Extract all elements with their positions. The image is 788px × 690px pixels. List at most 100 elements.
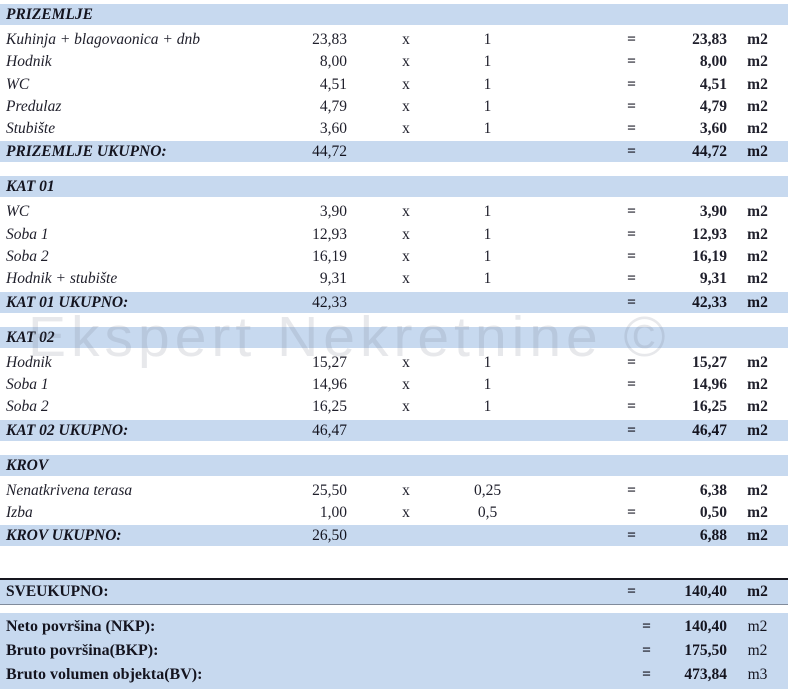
row-factor: 1 [483, 97, 492, 115]
row-area-value: 3,60 [319, 120, 347, 138]
row-label: Predulaz [6, 97, 62, 115]
row-label: WC [6, 75, 30, 93]
equals-symbol: = [627, 75, 636, 93]
row-result: 4,79 [699, 97, 727, 115]
row-result: 9,31 [699, 270, 727, 288]
row-unit: m2 [747, 398, 768, 416]
equals-symbol: = [627, 248, 636, 266]
equals-symbol: = [627, 421, 636, 439]
multiply-symbol: x [402, 398, 410, 416]
equals-symbol: = [627, 120, 636, 138]
area-row: WC 3,90 x 1 = 3,90 m2 [0, 201, 788, 223]
row-label: Hodnik + stubište [6, 270, 118, 288]
row-label: Soba 1 [6, 375, 49, 393]
row-result: 3,60 [699, 120, 727, 138]
section-total-result: 42,33 [692, 293, 727, 311]
summary-row: Bruto volumen objekta(BV): = 473,84 m3 [0, 663, 788, 687]
grand-total-label: SVEUKUPNO: [6, 583, 109, 601]
floor-section: KAT 02 Hodnik 15,27 x 1 = 15,27 m2 Soba … [0, 326, 788, 441]
row-area-value: 12,93 [312, 225, 347, 243]
sections-container: PRIZEMLJE Kuhinja + blagovaonica + dnb 2… [0, 4, 788, 547]
equals-symbol: = [642, 642, 651, 660]
row-factor: 0,5 [477, 503, 498, 521]
row-area-value: 15,27 [312, 353, 347, 371]
grand-total-unit: m2 [747, 583, 768, 601]
summary-label: Bruto površina(BKP): [6, 642, 159, 660]
multiply-symbol: x [402, 225, 410, 243]
row-label: Izba [6, 503, 33, 521]
area-row: Soba 1 14,96 x 1 = 14,96 m2 [0, 374, 788, 396]
row-area-value: 23,83 [312, 31, 347, 48]
equals-symbol: = [627, 270, 636, 288]
area-row: Hodnik 8,00 x 1 = 8,00 m2 [0, 51, 788, 73]
section-total-area: 44,72 [312, 143, 347, 161]
multiply-symbol: x [402, 53, 410, 71]
section-total-result: 44,72 [692, 143, 727, 161]
area-row: Hodnik + stubište 9,31 x 1 = 9,31 m2 [0, 268, 788, 290]
section-total-row: PRIZEMLJE UKUPNO: 44,72 = 44,72 m2 [0, 141, 788, 163]
equals-symbol: = [642, 618, 651, 636]
section-total-row: KAT 01 UKUPNO: 42,33 = 42,33 m2 [0, 291, 788, 313]
multiply-symbol: x [402, 120, 410, 138]
area-row: Kuhinja + blagovaonica + dnb 23,83 x 1 =… [0, 29, 788, 51]
section-title: PRIZEMLJE [0, 4, 788, 25]
row-result: 23,83 [692, 31, 727, 48]
section-total-label: KAT 02 UKUPNO: [6, 421, 129, 439]
row-area-value: 16,19 [312, 248, 347, 266]
row-unit: m2 [747, 503, 768, 521]
row-result: 8,00 [699, 53, 727, 71]
row-unit: m2 [747, 375, 768, 393]
row-factor: 1 [483, 75, 492, 93]
summary-value: 175,50 [684, 642, 727, 660]
grand-total-row: SVEUKUPNO: = 140,40 m2 [0, 578, 788, 606]
section-total-row: KAT 02 UKUPNO: 46,47 = 46,47 m2 [0, 419, 788, 441]
section-total-label: KAT 01 UKUPNO: [6, 293, 129, 311]
row-label: Soba 2 [6, 248, 49, 266]
summary-value: 473,84 [684, 666, 727, 684]
row-area-value: 1,00 [319, 503, 347, 521]
summary-block: Neto površina (NKP): = 140,40 m2 Bruto p… [0, 613, 788, 690]
row-area-value: 4,51 [319, 75, 347, 93]
row-area-value: 8,00 [319, 53, 347, 71]
equals-symbol: = [627, 293, 636, 311]
section-title: KAT 02 [0, 326, 788, 348]
summary-label: Bruto volumen objekta(BV): [6, 666, 203, 684]
row-result: 4,51 [699, 75, 727, 93]
area-row: Stubište 3,60 x 1 = 3,60 m2 [0, 118, 788, 140]
equals-symbol: = [642, 666, 651, 684]
section-total-area: 42,33 [312, 293, 347, 311]
row-unit: m2 [747, 270, 768, 288]
equals-symbol: = [627, 353, 636, 371]
section-rows: Kuhinja + blagovaonica + dnb 23,83 x 1 =… [0, 29, 788, 140]
equals-symbol: = [627, 143, 636, 161]
section-rows: Hodnik 15,27 x 1 = 15,27 m2 Soba 1 14,96… [0, 352, 788, 419]
row-factor: 1 [483, 31, 492, 48]
row-factor: 1 [483, 225, 492, 243]
row-label: Soba 2 [6, 398, 49, 416]
area-row: Soba 1 12,93 x 1 = 12,93 m2 [0, 224, 788, 246]
equals-symbol: = [627, 375, 636, 393]
row-unit: m2 [747, 53, 768, 71]
equals-symbol: = [627, 583, 636, 601]
multiply-symbol: x [402, 248, 410, 266]
section-rows: Nenatkrivena terasa 25,50 x 0,25 = 6,38 … [0, 480, 788, 525]
section-total-label: PRIZEMLJE UKUPNO: [6, 143, 167, 161]
area-row: Nenatkrivena terasa 25,50 x 0,25 = 6,38 … [0, 480, 788, 502]
row-result: 3,90 [699, 203, 727, 221]
multiply-symbol: x [402, 75, 410, 93]
equals-symbol: = [627, 481, 636, 499]
area-row: Soba 2 16,25 x 1 = 16,25 m2 [0, 396, 788, 418]
row-result: 0,50 [699, 503, 727, 521]
row-result: 6,38 [699, 481, 727, 499]
row-factor: 1 [483, 120, 492, 138]
row-label: WC [6, 203, 30, 221]
section-total-area: 26,50 [312, 527, 347, 545]
row-factor: 1 [483, 248, 492, 266]
row-result: 14,96 [692, 375, 727, 393]
row-unit: m2 [747, 203, 768, 221]
row-result: 15,27 [692, 353, 727, 371]
row-area-value: 3,90 [319, 203, 347, 221]
section-total-row: KROV UKUPNO: 26,50 = 6,88 m2 [0, 525, 788, 547]
area-row: Soba 2 16,19 x 1 = 16,19 m2 [0, 246, 788, 268]
